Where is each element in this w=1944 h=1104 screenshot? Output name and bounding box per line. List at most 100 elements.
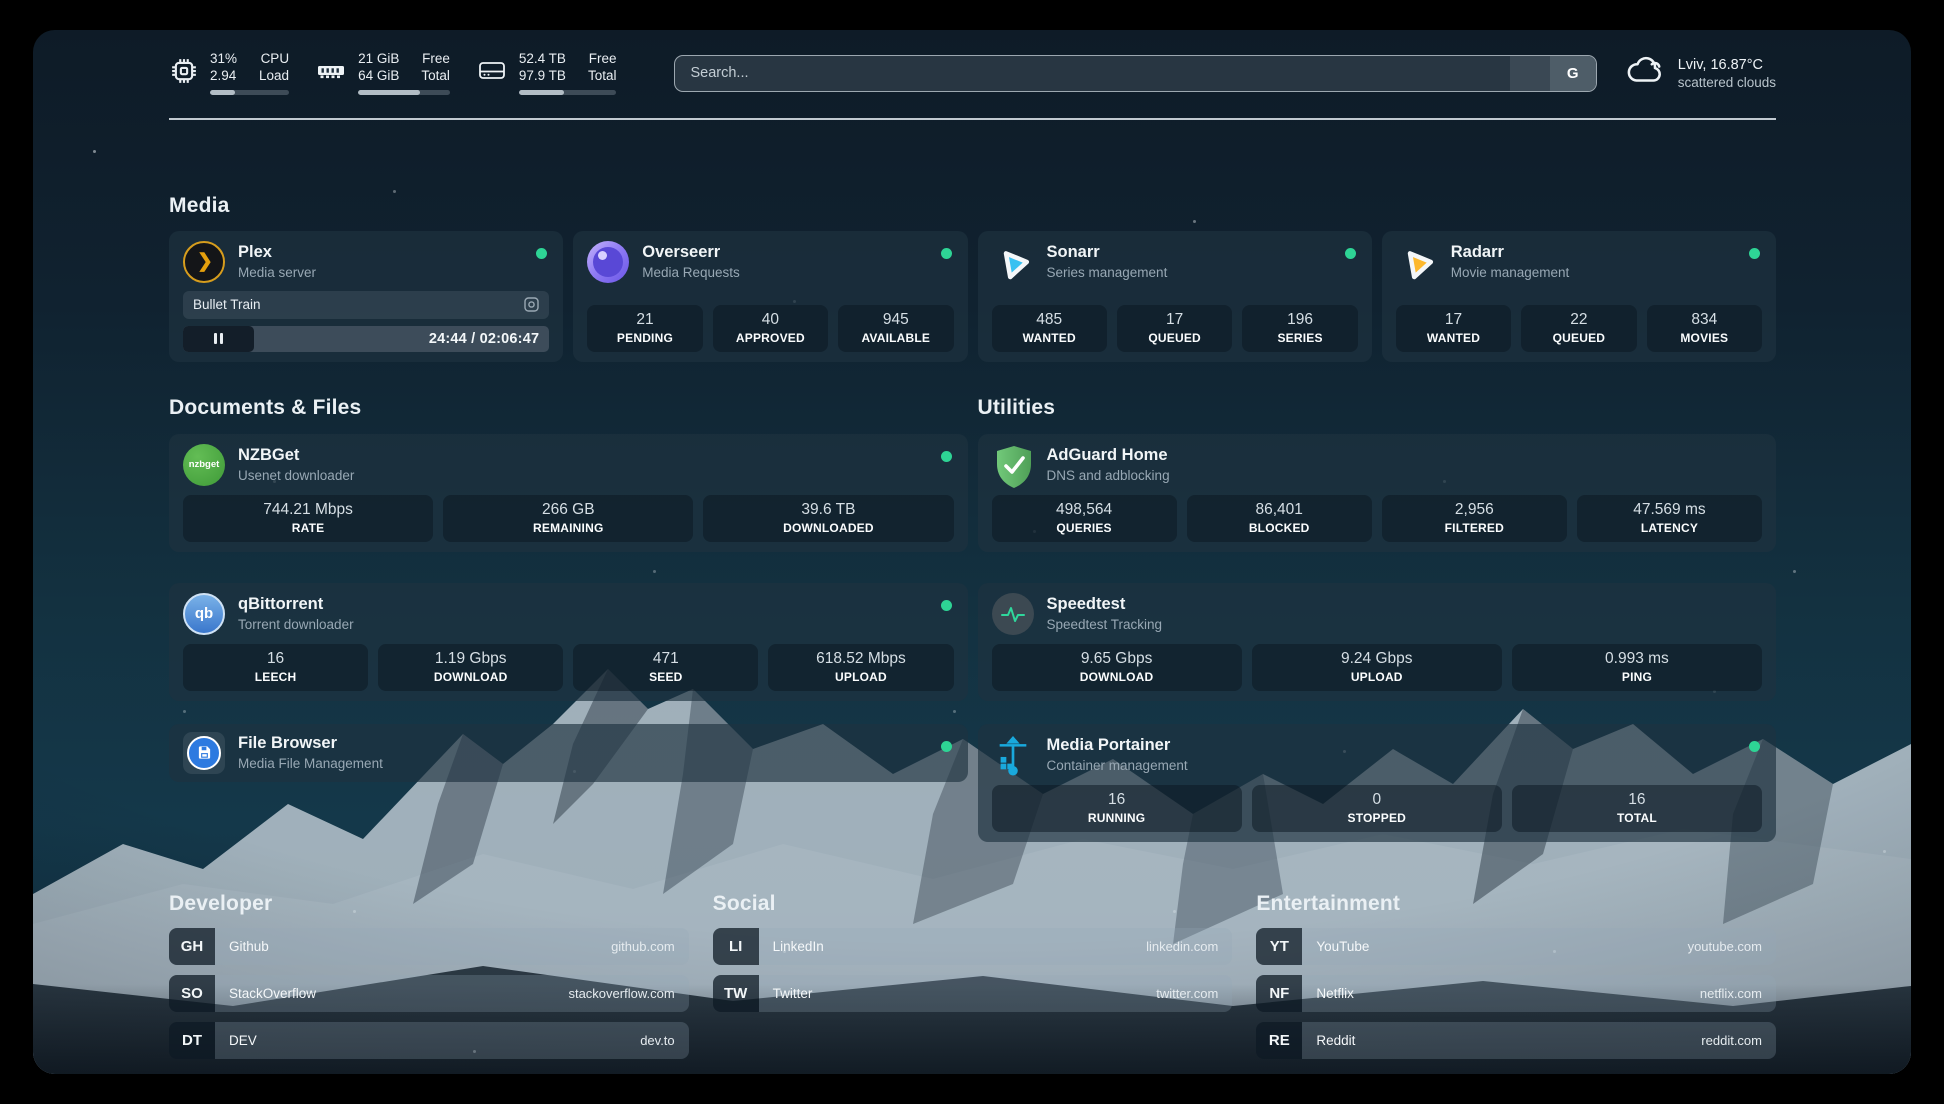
status-dot [1749,740,1760,752]
disk-progress-bar [518,90,617,95]
now-playing-row: Bullet Train [183,290,550,319]
disk-widget: 52.4 TB Free 97.9 TB Total [476,51,617,95]
section-heading-developer: Developer [169,891,273,915]
service-title: Radarr [1450,243,1504,261]
service-subtitle: Container management [1046,758,1188,773]
bookmark-name: DEV [229,1032,257,1048]
adguard-home-card[interactable]: AdGuard Home DNS and adblocking 498,564 … [977,433,1776,552]
stat-stopped: 0 STOPPED [1251,784,1502,832]
bookmark-url: dev.to [640,1032,675,1048]
disk-icon [476,57,508,90]
pause-icon [213,333,217,344]
stat-filtered: 2,956 FILTERED [1381,494,1567,542]
header-divider [169,118,1776,120]
status-dot [536,247,548,259]
weather-widget: Lviv, 16.87°C scattered clouds [1627,55,1776,92]
stat-queries: 498,564 QUERIES [991,494,1177,542]
overseerr-icon [587,240,630,283]
top-bar: 31% CPU 2.94 Load [169,44,1776,102]
speedtest-icon [991,592,1034,635]
status-dot [1344,247,1356,259]
service-subtitle: Torrent downloader [238,617,354,632]
bookmark-youtube[interactable]: YT YouTube youtube.com [1256,927,1776,965]
cloud-icon [1627,55,1665,92]
now-playing-title: Bullet Train [193,297,261,312]
disk-total-value: 97.9 TB [518,68,566,84]
view-icon[interactable] [524,297,539,312]
overseerr-card[interactable]: Overseerr Media Requests 21 PENDING 40 A… [573,230,968,362]
stat-seed: 471 SEED [573,643,759,691]
disk-free-value: 52.4 TB [518,51,566,67]
service-title: Speedtest [1046,595,1126,613]
plex-card[interactable]: ❯ Plex Media server Bullet Train [169,230,564,362]
section-heading-social: Social [712,891,776,915]
bookmark-github[interactable]: GH Github github.com [169,927,689,965]
weather-location-temp: Lviv, 16.87°C [1677,56,1764,73]
bookmark-name: Github [229,938,269,954]
bookmark-abbr: DT [169,1021,215,1059]
bookmark-abbr: YT [1256,927,1303,965]
bookmark-stackoverflow[interactable]: SO StackOverflow stackoverflow.com [169,974,689,1012]
qbittorrent-icon: qb [183,592,225,635]
stat-upload: 9.24 Gbps UPLOAD [1251,643,1502,691]
stat-remaining: 266 GB REMAINING [443,494,694,542]
memory-icon [315,58,347,89]
bookmark-url: netflix.com [1699,985,1762,1001]
nzbget-icon: nzbget [183,443,225,486]
status-dot [940,247,952,259]
service-title: qBittorrent [238,595,324,613]
memory-widget: 21 GiB Free 64 GiB Total [315,51,450,95]
bookmark-netflix[interactable]: NF Netflix netflix.com [1256,974,1776,1012]
stat-wanted: 17 WANTED [1395,304,1512,352]
section-heading-entertainment: Entertainment [1256,891,1401,915]
stat-wanted: 485 WANTED [991,304,1107,352]
speedtest-card[interactable]: Speedtest Speedtest Tracking 9.65 Gbps D… [977,582,1776,701]
media-portainer-card[interactable]: Media Portainer Container management 16 … [977,723,1776,842]
stat-download: 9.65 Gbps DOWNLOAD [991,643,1242,691]
bookmark-name: LinkedIn [772,938,824,954]
sonarr-card[interactable]: Sonarr Series management 485 WANTED 17 Q… [977,230,1372,362]
cpu-usage-value: 31% [210,51,238,67]
service-subtitle: Speedtest Tracking [1046,617,1163,632]
stat-download: 1.19 Gbps DOWNLOAD [378,643,564,691]
section-heading-utilities: Utilities [977,395,1056,419]
bookmark-reddit[interactable]: RE Reddit reddit.com [1256,1021,1776,1059]
bookmark-name: Twitter [772,985,813,1001]
stat-movies: 834 MOVIES [1646,304,1763,352]
disk-free-label: Free [588,51,617,67]
bookmark-dev[interactable]: DT DEV dev.to [169,1021,689,1059]
stat-available: 945 AVAILABLE [838,304,954,352]
search-provider-button[interactable]: G [1549,55,1596,91]
radarr-icon [1396,241,1438,283]
bookmark-url: github.com [611,938,675,954]
memory-total-value: 64 GiB [358,68,400,84]
bookmark-url: reddit.com [1701,1032,1762,1048]
stat-total: 16 TOTAL [1511,784,1763,832]
cpu-icon [169,56,199,91]
service-title: Sonarr [1046,243,1100,261]
stat-blocked: 86,401 BLOCKED [1186,494,1372,542]
bookmark-name: StackOverflow [229,985,317,1001]
playback-time: 24:44 / 02:06:47 [428,330,540,347]
pause-button[interactable] [183,325,255,352]
bookmark-name: YouTube [1316,938,1370,954]
search-input[interactable] [675,55,1510,91]
cpu-progress-bar [210,90,290,95]
radarr-card[interactable]: Radarr Movie management 17 WANTED 22 QUE… [1381,230,1776,362]
file-browser-card[interactable]: File Browser Media File Management [169,723,968,782]
stat-ping: 0.993 ms PING [1511,643,1763,691]
stat-running: 16 RUNNING [991,784,1242,832]
cpu-load-value: 2.94 [210,68,237,84]
file-browser-icon [183,731,225,774]
dashboard: 31% CPU 2.94 Load [33,30,1911,1074]
nzbget-card[interactable]: nzbget NZBGet Usenet downloader 744.21 M… [169,433,968,552]
search-tail [1509,55,1550,91]
stat-rate: 744.21 Mbps RATE [183,494,434,542]
bookmark-abbr: RE [1256,1021,1303,1059]
bookmark-linkedin[interactable]: LI LinkedIn linkedin.com [712,927,1233,965]
service-subtitle: Media File Management [238,756,383,771]
memory-free-value: 21 GiB [358,51,400,67]
qbittorrent-card[interactable]: qb qBittorrent Torrent downloader 16 LEE… [169,582,968,701]
bookmark-url: linkedin.com [1146,938,1219,954]
bookmark-twitter[interactable]: TW Twitter twitter.com [712,974,1233,1012]
